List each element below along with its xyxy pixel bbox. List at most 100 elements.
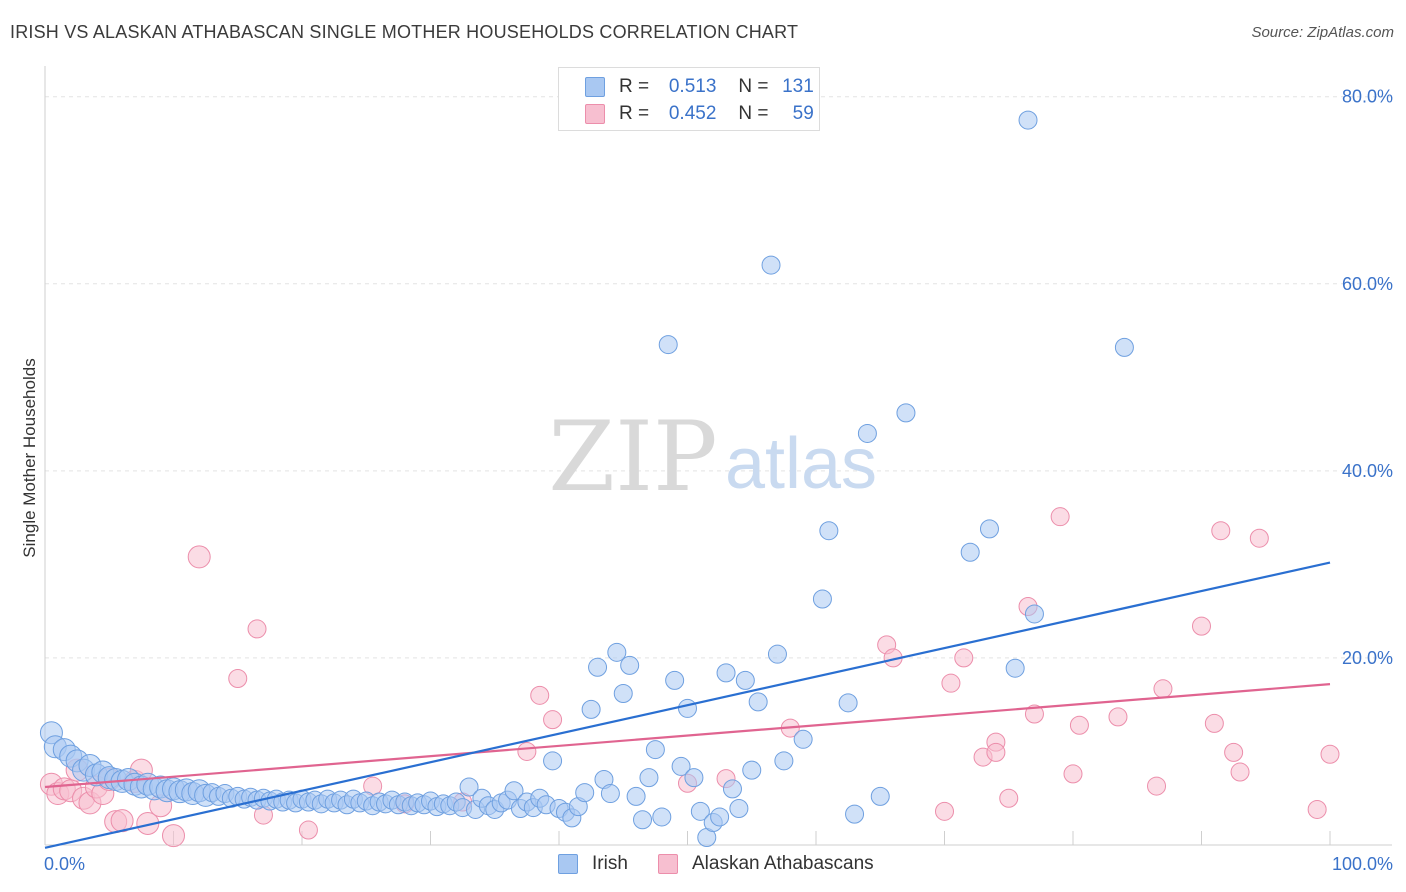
legend-n-label: N = xyxy=(738,76,769,97)
irish-point xyxy=(838,693,858,713)
alaskan-point xyxy=(1211,521,1231,541)
irish-point xyxy=(857,423,877,443)
irish-point xyxy=(613,683,633,703)
watermark: ZIP atlas xyxy=(548,401,877,513)
alaskan-point xyxy=(935,801,954,821)
legend-r-label: R = xyxy=(619,103,650,124)
irish-point xyxy=(1114,337,1134,357)
alaskan-point xyxy=(1192,616,1211,636)
irish-point xyxy=(575,783,595,803)
irish-point xyxy=(742,760,762,780)
tick-labels: 20.0% 40.0% 60.0% 80.0% 0.0% 100.0% xyxy=(44,87,1393,874)
stats-legend: R = 0.513 N = 131 R = 0.452 N = 59 xyxy=(558,67,820,131)
irish-point xyxy=(793,729,813,749)
bottom-legend-swatch-irish xyxy=(558,854,578,874)
irish-point xyxy=(665,670,685,690)
alaskan-point xyxy=(247,619,267,639)
bottom-legend-swatch-alaskan xyxy=(658,854,678,874)
irish-point xyxy=(729,799,749,819)
legend-r-value: 0.513 xyxy=(668,76,717,97)
alaskan-point xyxy=(1224,742,1244,762)
irish-point xyxy=(633,810,653,830)
alaskan-point xyxy=(187,545,211,569)
irish-point xyxy=(652,807,672,827)
alaskan-point xyxy=(517,741,537,761)
legend-n-value: 131 xyxy=(782,76,814,97)
irish-point xyxy=(658,335,678,355)
irish-point xyxy=(543,751,563,771)
legend-row-alaskan: R = 0.452 N = 59 xyxy=(585,102,814,126)
irish-point xyxy=(639,768,659,788)
bottom-legend-label-irish: Irish xyxy=(592,853,628,874)
alaskan-point xyxy=(1024,704,1044,724)
alaskan-point xyxy=(1069,715,1089,735)
grid-lines xyxy=(45,96,1392,659)
y-tick-label: 60.0% xyxy=(1342,274,1393,294)
alaskan-point xyxy=(1320,744,1340,764)
alaskan-point xyxy=(228,669,248,689)
alaskan-points xyxy=(39,507,1340,848)
alaskan-point xyxy=(1153,679,1173,699)
irish-point xyxy=(1018,110,1038,130)
irish-point xyxy=(1024,604,1044,624)
watermark-atlas: atlas xyxy=(725,424,877,504)
irish-point xyxy=(690,801,710,821)
alaskan-point xyxy=(530,685,550,705)
alaskan-point xyxy=(1204,713,1224,733)
alaskan-point xyxy=(1249,528,1269,548)
legend-swatch-alaskan xyxy=(585,104,605,124)
alaskan-point xyxy=(1147,776,1167,796)
alaskan-point xyxy=(999,788,1019,808)
irish-point xyxy=(812,589,832,609)
irish-point xyxy=(607,642,627,662)
x-tick-label: 100.0% xyxy=(1332,854,1393,874)
bottom-legend-label-alaskan: Alaskan Athabascans xyxy=(692,853,874,874)
irish-point xyxy=(671,756,691,776)
irish-point xyxy=(588,657,608,677)
irish-point xyxy=(581,699,601,719)
alaskan-point xyxy=(1230,762,1250,782)
irish-point xyxy=(626,786,646,806)
alaskan-point xyxy=(298,820,318,840)
source-label: Source: ZipAtlas.com xyxy=(1251,24,1394,41)
irish-point xyxy=(767,644,787,664)
irish-point xyxy=(722,779,742,799)
y-tick-label: 40.0% xyxy=(1342,461,1393,481)
legend-r-value: 0.452 xyxy=(668,103,717,124)
irish-point xyxy=(710,807,730,827)
alaskan-point xyxy=(954,648,974,668)
legend-r-label: R = xyxy=(619,76,650,97)
irish-point xyxy=(735,670,755,690)
chart-title: IRISH VS ALASKAN ATHABASCAN SINGLE MOTHE… xyxy=(10,22,799,42)
alaskan-point xyxy=(986,742,1006,762)
irish-point xyxy=(979,519,999,539)
alaskan-point xyxy=(543,710,563,730)
legend-n-label: N = xyxy=(738,103,769,124)
irish-point xyxy=(819,521,839,541)
irish-point xyxy=(761,255,781,275)
legend-swatch-irish xyxy=(585,77,605,97)
legend-n-value: 59 xyxy=(792,103,814,124)
bottom-legend-irish: Irish xyxy=(558,852,628,876)
irish-point xyxy=(678,698,697,718)
bottom-legend-alaskan: Alaskan Athabascans xyxy=(658,852,874,876)
y-tick-label: 20.0% xyxy=(1342,648,1393,668)
alaskan-point xyxy=(162,824,185,848)
irish-point xyxy=(870,786,890,806)
irish-point xyxy=(645,740,665,760)
axes xyxy=(44,66,1392,846)
irish-trend-line xyxy=(44,561,1331,849)
irish-point xyxy=(684,768,704,788)
irish-point xyxy=(960,542,980,562)
irish-point xyxy=(600,784,620,804)
irish-point xyxy=(748,692,768,712)
irish-point xyxy=(1005,658,1025,678)
irish-point xyxy=(774,751,794,771)
x-tick-label: 0.0% xyxy=(44,854,85,874)
irish-point xyxy=(845,804,865,824)
alaskan-point xyxy=(1307,799,1327,819)
alaskan-point xyxy=(1108,707,1128,727)
irish-point xyxy=(620,655,640,675)
irish-point xyxy=(459,777,479,797)
